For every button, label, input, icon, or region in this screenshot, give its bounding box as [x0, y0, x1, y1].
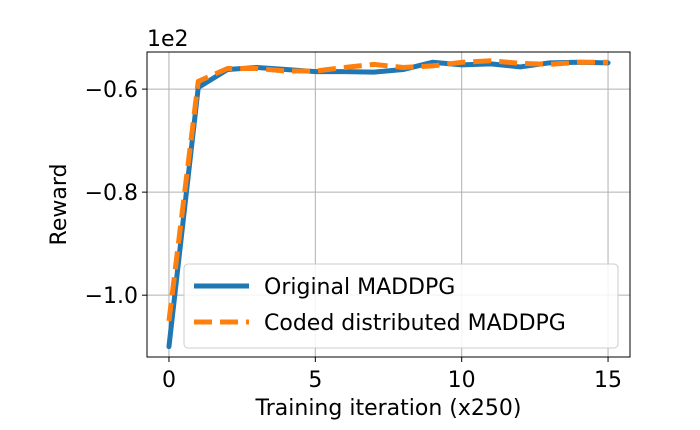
- y-offset-text: 1e2: [147, 27, 189, 52]
- legend-box: [183, 263, 619, 349]
- y-axis-label: Reward: [47, 164, 72, 246]
- y-tick-label: −1.0: [85, 284, 138, 309]
- legend-label: Coded distributed MADDPG: [264, 311, 566, 336]
- series-line-2: [166, 58, 609, 322]
- legend-label: Original MADDPG: [264, 275, 455, 300]
- series-layer: [166, 58, 611, 350]
- y-tick-label: −0.8: [85, 181, 138, 206]
- legend: Original MADDPG Coded distributed MADDPG: [183, 263, 619, 349]
- x-tick-label: 5: [308, 368, 322, 393]
- x-axis-label: Training iteration (x250): [255, 396, 522, 421]
- ticks: 0 5 10 15 −1.0 −0.8 −0.6: [85, 78, 622, 393]
- x-tick-label: 10: [448, 368, 476, 393]
- plot-frame: [146, 51, 631, 358]
- y-tick-label: −0.6: [85, 78, 138, 103]
- x-tick-label: 0: [162, 368, 176, 393]
- x-tick-label: 15: [594, 368, 622, 393]
